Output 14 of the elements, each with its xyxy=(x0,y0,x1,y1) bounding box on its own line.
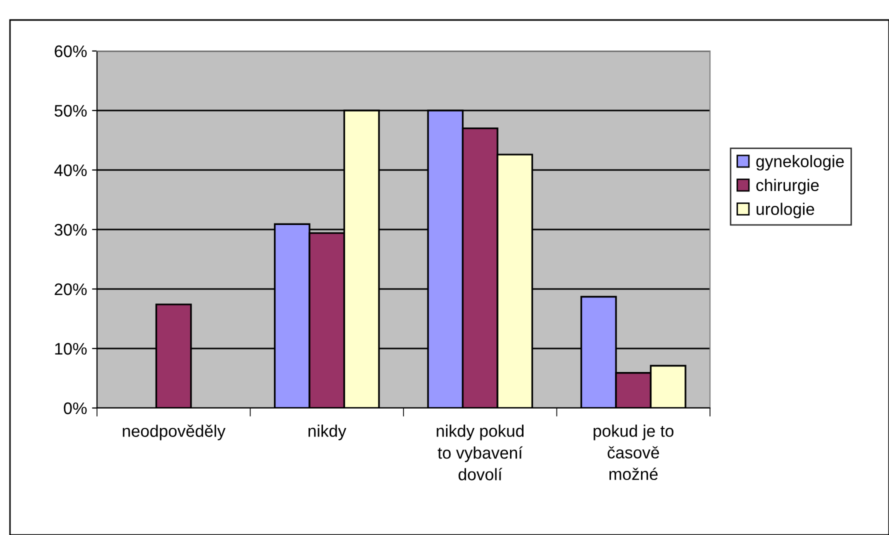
y-tick-label: 50% xyxy=(54,104,87,117)
x-tick-label: nikdy xyxy=(308,424,346,440)
y-tick-label: 30% xyxy=(54,224,87,236)
legend-label: urologie xyxy=(756,202,814,218)
legend-label: chirurgie xyxy=(756,178,819,194)
x-tick-label: pokud je to časově možné xyxy=(594,424,674,480)
y-tick-label: 40% xyxy=(54,164,87,176)
y-tick-label: 0% xyxy=(64,402,87,414)
legend-label: gynekologie xyxy=(756,155,844,171)
y-tick-label: 60% xyxy=(54,45,87,58)
x-tick-label: neodpověděly xyxy=(122,424,226,440)
x-tick-label: nikdy pokud to vybavení dovolí xyxy=(436,424,524,480)
y-tick-label: 20% xyxy=(54,283,87,296)
y-tick-label: 10% xyxy=(55,342,87,355)
